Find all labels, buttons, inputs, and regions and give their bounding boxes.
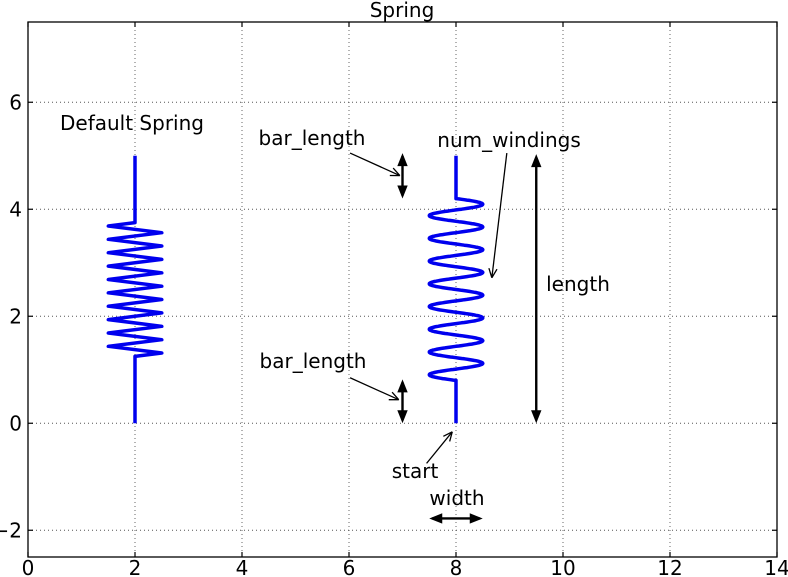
annotation-default-spring: Default Spring	[60, 111, 204, 135]
thin-arrow-shaft	[491, 152, 508, 278]
annotation-start: start	[392, 459, 439, 483]
springs	[106, 155, 485, 424]
annotation-bar-length-bottom: bar_length	[260, 349, 367, 373]
arrowhead	[397, 185, 408, 199]
axis-ticks	[27, 22, 778, 557]
thin-arrowhead-line	[488, 267, 493, 278]
annotation-arrows	[349, 152, 542, 524]
y-tick-label-6: 6	[9, 90, 22, 114]
arrowhead	[397, 153, 408, 167]
x-tick-label-6: 6	[343, 556, 356, 577]
x-tick-label-0: 0	[22, 556, 35, 577]
gridlines	[28, 22, 777, 557]
double-arrow-width-extent	[429, 513, 483, 524]
x-tick-label-14: 14	[764, 556, 788, 577]
thin-arrow-num-windings-arrow	[488, 152, 508, 279]
x-tick-label-12: 12	[657, 556, 682, 577]
x-tick-label-4: 4	[236, 556, 249, 577]
double-arrow-length-extent	[531, 154, 542, 424]
annotation-bar-length-top: bar_length	[259, 126, 366, 150]
axes-frame	[27, 21, 778, 558]
x-tick-label-10: 10	[550, 556, 575, 577]
arrowhead	[397, 379, 408, 393]
arrowhead	[531, 410, 542, 424]
arrowhead	[531, 154, 542, 168]
thin-arrow-start-arrow	[426, 431, 453, 464]
annotation-length: length	[546, 272, 610, 296]
arrowhead	[469, 513, 483, 524]
double-arrow-bar-length-bottom-extent	[397, 379, 408, 424]
arrowhead	[397, 410, 408, 424]
x-tick-label-2: 2	[129, 556, 142, 577]
thin-arrow-shaft	[349, 152, 401, 177]
thin-arrowhead-line	[392, 167, 401, 176]
annotation-width: width	[429, 486, 484, 510]
thin-arrowhead-line	[443, 431, 453, 437]
spring-default_spring	[106, 155, 164, 424]
y-tick-label-2: 2	[9, 304, 22, 328]
thin-arrow-bar-length-bottom-arrow	[349, 377, 400, 401]
y-tick-label--2: −2	[0, 518, 22, 542]
thin-arrow-shaft	[349, 377, 400, 401]
x-tick-label-8: 8	[450, 556, 463, 577]
thin-arrowhead-line	[449, 431, 453, 442]
chart-title: Spring	[370, 0, 435, 22]
y-tick-label-0: 0	[9, 411, 22, 435]
arrowhead	[429, 513, 443, 524]
spring-custom_spring	[427, 155, 485, 424]
thin-arrow-bar-length-top-arrow	[349, 152, 401, 177]
annotation-num-windings: num_windings	[437, 128, 580, 152]
y-tick-label-4: 4	[9, 197, 22, 221]
double-arrow-bar-length-top-extent	[397, 153, 408, 199]
thin-arrowhead-line	[391, 391, 400, 401]
thin-arrowhead-line	[491, 268, 498, 279]
thin-arrow-shaft	[426, 431, 453, 464]
